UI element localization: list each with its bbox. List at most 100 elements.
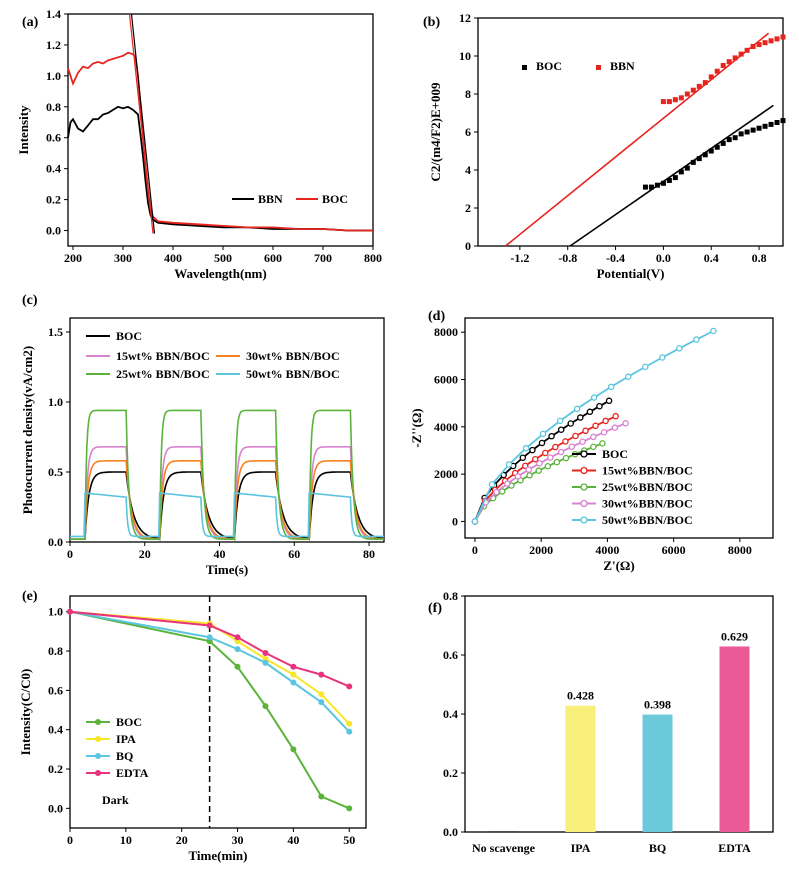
axes-frame <box>69 595 367 829</box>
data-point <box>690 87 696 93</box>
panel-f: 0.0 0.2 0.4 0.6 0.8 No scavenge IPA BQ EDTA 0.428… <box>443 589 774 855</box>
y-tick-label: 0.2 <box>443 766 458 780</box>
data-point <box>720 140 726 146</box>
data-point <box>714 68 720 74</box>
legend-marker <box>95 719 101 725</box>
legend-marker <box>580 450 588 458</box>
data-point <box>678 95 684 101</box>
data-point <box>708 74 714 80</box>
legend-label: 50wt% BBN/BOC <box>246 367 340 381</box>
data-point <box>592 422 599 430</box>
data-point <box>600 428 608 436</box>
panel-c: 0 20 40 60 80 0.0 0.5 1.0 1.5 Time(s) Photocurrent… <box>20 317 385 577</box>
legend-label: 15wt% BBN/BOC <box>116 349 210 363</box>
axes-frame <box>464 317 774 539</box>
data-point <box>346 720 353 727</box>
data-point <box>702 152 708 158</box>
y-tick-label: 2000 <box>434 467 458 481</box>
data-point <box>672 97 678 103</box>
x-axis-label: Potential(V) <box>597 266 665 281</box>
x-axis-label: Wavelength(nm) <box>174 266 266 281</box>
y-tick-label: 1.4 <box>46 7 61 21</box>
data-point <box>756 125 762 131</box>
legend-label: BOC <box>536 59 562 73</box>
panel-e: 0 10 20 30 40 50 0.0 0.2 0.4 0.6 0.8 1.0 Time(min) In… <box>18 595 367 863</box>
x-tick-label: 600 <box>264 251 282 265</box>
data-point <box>605 397 613 405</box>
bar-value-label: 0.398 <box>644 698 671 712</box>
data-point <box>521 462 529 470</box>
y-tick-label: 1.2 <box>46 38 61 52</box>
y-tick-label: 0.6 <box>48 683 63 697</box>
data-point <box>666 99 672 105</box>
y-tick-label: 6 <box>465 125 471 139</box>
y-tick-label: 8000 <box>434 325 458 339</box>
y-tick-label: 4000 <box>434 420 458 434</box>
data-point <box>493 488 500 496</box>
data-point <box>579 438 586 446</box>
data-point <box>568 443 576 451</box>
y-tick-label: 8 <box>465 87 471 101</box>
x-tick-label: 20 <box>176 833 188 847</box>
panel-a: 200 300 400 500 600 700 800 0.0 0.2 0.4 0.6 0.8 1.0 1… <box>16 7 382 281</box>
x-tick-label: 30 <box>232 833 244 847</box>
legend-label: BOC <box>116 715 142 729</box>
y-axis-label: Intensity <box>16 105 31 155</box>
data-point <box>539 430 547 438</box>
data-point <box>684 91 690 97</box>
x-axis-label: Z'(Ω) <box>603 558 634 573</box>
series-line <box>70 492 384 538</box>
y-tick-label: 0.0 <box>443 825 458 839</box>
legend-swatch <box>522 65 527 70</box>
data-point <box>738 51 744 57</box>
panel-d: 0 2000 4000 6000 8000 0 2000 4000 6000 8000 Z'(Ω) -… <box>409 317 774 573</box>
x-tick-label: 0.4 <box>704 251 719 265</box>
x-tick-label: 300 <box>114 251 132 265</box>
data-point <box>590 433 597 441</box>
y-tick-label: 0 <box>465 239 471 253</box>
y-ticks: 0.0 0.2 0.4 0.6 0.8 1.0 1.2 1.4 <box>46 7 68 238</box>
x-tick-label: 50 <box>343 833 355 847</box>
bar-no-scavenge <box>488 831 519 832</box>
legend-swatch <box>596 65 601 70</box>
data-point <box>557 448 565 456</box>
axes-frame <box>477 17 784 247</box>
data-point <box>499 488 506 495</box>
dark-annotation: Dark <box>102 793 129 807</box>
data-point <box>648 184 654 190</box>
x-tick-label: -0.8 <box>558 251 577 265</box>
legend-label: IPA <box>116 732 136 746</box>
data-point <box>318 793 325 800</box>
data-point <box>544 463 552 470</box>
series-line <box>70 471 385 541</box>
data-point <box>262 703 269 710</box>
panel-label: (f) <box>428 601 442 616</box>
y-tick-label: 0.8 <box>48 644 63 658</box>
x-tick-label: 20 <box>139 547 151 561</box>
data-point <box>726 59 732 65</box>
y-tick-label: 0.8 <box>46 100 61 114</box>
x-tick-label: 2000 <box>529 543 553 557</box>
legend-marker <box>95 736 101 742</box>
y-ticks: 0 2000 4000 6000 8000 <box>434 325 465 528</box>
series-edta <box>67 608 353 690</box>
data-point <box>774 36 780 42</box>
data-point <box>547 454 554 461</box>
data-point <box>562 438 569 445</box>
data-point <box>318 691 325 698</box>
panel-b: -1.2 -0.8 -0.4 0.0 0.4 0.8 0 2 4 6 8 10 12 Potential(… <box>428 11 786 281</box>
data-point <box>590 394 598 401</box>
x-tick-label: 0.8 <box>752 251 767 265</box>
y-tick-label: 6000 <box>434 373 458 387</box>
x-tick-label: 800 <box>364 251 382 265</box>
data-point <box>750 127 756 133</box>
y-axis-label: Photocurrent density(vA/cm2) <box>20 346 35 514</box>
legend-label: 25wt% BBN/BOC <box>116 367 210 381</box>
x-tick-label: 8000 <box>728 543 752 557</box>
panel-label: (e) <box>22 589 38 604</box>
fit-line <box>504 32 770 247</box>
data-point <box>526 472 533 479</box>
data-point <box>582 427 589 435</box>
data-point <box>567 420 574 427</box>
